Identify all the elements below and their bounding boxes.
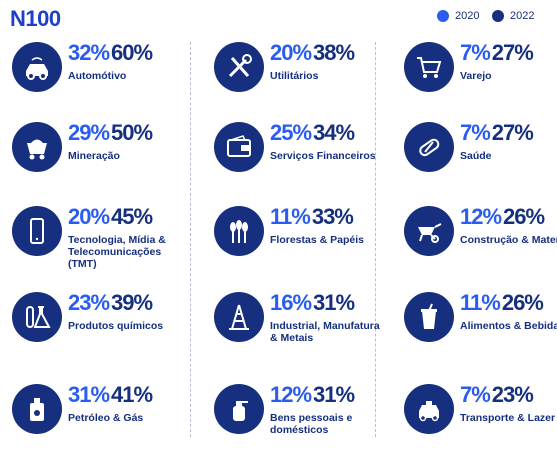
sector-label: Florestas & Papéis bbox=[270, 234, 364, 246]
oil-can-icon bbox=[12, 384, 62, 434]
value-2020: 16% bbox=[270, 290, 312, 315]
column-divider bbox=[190, 42, 191, 437]
sector-values: 16%31% bbox=[270, 290, 355, 316]
sector-values: 29%50% bbox=[68, 120, 153, 146]
legend-dot-2020 bbox=[437, 10, 449, 22]
sector-label: Industrial, Manufatura & Metais bbox=[270, 320, 380, 344]
sector-tile: 16%31% Industrial, Manufatura & Metais bbox=[214, 290, 394, 362]
value-2020: 32% bbox=[68, 40, 110, 65]
sector-tile: 32%60% Automótivo bbox=[12, 40, 192, 112]
value-2020: 7% bbox=[460, 120, 491, 145]
value-2022: 27% bbox=[491, 120, 534, 145]
value-2020: 29% bbox=[68, 120, 110, 145]
sector-tile: 12%26% Construção & Materiais bbox=[404, 204, 557, 276]
wheelbarrow-icon bbox=[404, 206, 454, 256]
value-2020: 12% bbox=[270, 382, 312, 407]
value-2020: 25% bbox=[270, 120, 312, 145]
sector-label: Utilitários bbox=[270, 70, 319, 82]
sector-label: Petróleo & Gás bbox=[68, 412, 144, 424]
value-2020: 11% bbox=[270, 204, 311, 229]
sector-values: 7%27% bbox=[460, 120, 534, 146]
sector-values: 20%38% bbox=[270, 40, 355, 66]
sector-tile: 29%50% Mineração bbox=[12, 120, 192, 192]
mine-cart-icon bbox=[12, 122, 62, 172]
sector-values: 7%27% bbox=[460, 40, 534, 66]
value-2022: 38% bbox=[313, 40, 355, 65]
sector-tile: 20%45% Tecnologia, Mídia & Telecomunicaçõ… bbox=[12, 204, 192, 276]
sector-label: Varejo bbox=[460, 70, 492, 82]
wheat-icon bbox=[214, 206, 264, 256]
sector-tile: 25%34% Serviços Financeiros bbox=[214, 120, 394, 192]
shopping-cart-icon bbox=[404, 42, 454, 92]
sector-values: 20%45% bbox=[68, 204, 153, 230]
value-2022: 27% bbox=[491, 40, 534, 65]
value-2022: 31% bbox=[313, 382, 355, 407]
legend-label-2020: 2020 bbox=[455, 10, 480, 22]
sector-tile: 7%27% Saúde bbox=[404, 120, 557, 192]
sector-label: Serviços Financeiros bbox=[270, 150, 376, 162]
legend-dot-2022 bbox=[492, 10, 504, 22]
value-2022: 41% bbox=[111, 382, 153, 407]
value-2022: 31% bbox=[313, 290, 355, 315]
value-2020: 12% bbox=[460, 204, 502, 229]
taxi-icon bbox=[404, 384, 454, 434]
sector-label: Bens pessoais e domésticos bbox=[270, 412, 353, 436]
sector-tile: 11%33% Florestas & Papéis bbox=[214, 204, 394, 276]
oil-rig-icon bbox=[214, 292, 264, 342]
legend-item-2022: 2022 bbox=[492, 10, 534, 22]
wrench-tools-icon bbox=[214, 42, 264, 92]
value-2022: 34% bbox=[313, 120, 355, 145]
sector-label: Construção & Materiais bbox=[460, 234, 557, 246]
value-2020: 31% bbox=[68, 382, 110, 407]
spray-bottle-icon bbox=[214, 384, 264, 434]
value-2022: 60% bbox=[111, 40, 153, 65]
sector-values: 11%26% bbox=[460, 290, 544, 316]
value-2022: 50% bbox=[111, 120, 153, 145]
smartphone-icon bbox=[12, 206, 62, 256]
sector-values: 32%60% bbox=[68, 40, 153, 66]
chemistry-flask-icon bbox=[12, 292, 62, 342]
sector-values: 23%39% bbox=[68, 290, 153, 316]
sector-label: Alimentos & Bebidas bbox=[460, 320, 557, 332]
sector-tile: 11%26% Alimentos & Bebidas bbox=[404, 290, 557, 362]
sector-tile: 12%31% Bens pessoais e domésticos bbox=[214, 382, 394, 454]
sector-label: Mineração bbox=[68, 150, 120, 162]
sector-tile: 20%38% Utilitários bbox=[214, 40, 394, 112]
sector-values: 12%31% bbox=[270, 382, 355, 408]
value-2022: 33% bbox=[311, 204, 354, 229]
value-2022: 26% bbox=[501, 290, 544, 315]
value-2022: 39% bbox=[111, 290, 153, 315]
sector-label: Transporte & Lazer bbox=[460, 412, 556, 424]
sector-values: 25%34% bbox=[270, 120, 355, 146]
chart-title: N100 bbox=[10, 6, 61, 31]
sector-label: Tecnologia, Mídia & Telecomunicações (TM… bbox=[68, 234, 166, 270]
sector-tile: 31%41% Petróleo & Gás bbox=[12, 382, 192, 454]
column-divider bbox=[375, 42, 376, 437]
sector-values: 12%26% bbox=[460, 204, 545, 230]
sector-label: Saúde bbox=[460, 150, 492, 162]
value-2020: 20% bbox=[270, 40, 312, 65]
value-2020: 20% bbox=[68, 204, 110, 229]
sector-tile: 7%27% Varejo bbox=[404, 40, 557, 112]
sector-values: 7%23% bbox=[460, 382, 534, 408]
sector-tile: 7%23% Transporte & Lazer bbox=[404, 382, 557, 454]
legend-item-2020: 2020 bbox=[437, 10, 479, 22]
sector-tile: 23%39% Produtos químicos bbox=[12, 290, 192, 362]
drink-cup-icon bbox=[404, 292, 454, 342]
value-2020: 7% bbox=[460, 382, 491, 407]
wallet-icon bbox=[214, 122, 264, 172]
value-2020: 23% bbox=[68, 290, 110, 315]
value-2022: 45% bbox=[111, 204, 153, 229]
value-2020: 11% bbox=[460, 290, 501, 315]
value-2022: 23% bbox=[491, 382, 534, 407]
value-2020: 7% bbox=[460, 40, 491, 65]
sector-values: 11%33% bbox=[270, 204, 354, 230]
sector-label: Automótivo bbox=[68, 70, 127, 82]
car-icon bbox=[12, 42, 62, 92]
value-2022: 26% bbox=[503, 204, 545, 229]
pill-icon bbox=[404, 122, 454, 172]
sector-label: Produtos químicos bbox=[68, 320, 164, 332]
legend-label-2022: 2022 bbox=[510, 10, 535, 22]
sector-values: 31%41% bbox=[68, 382, 153, 408]
